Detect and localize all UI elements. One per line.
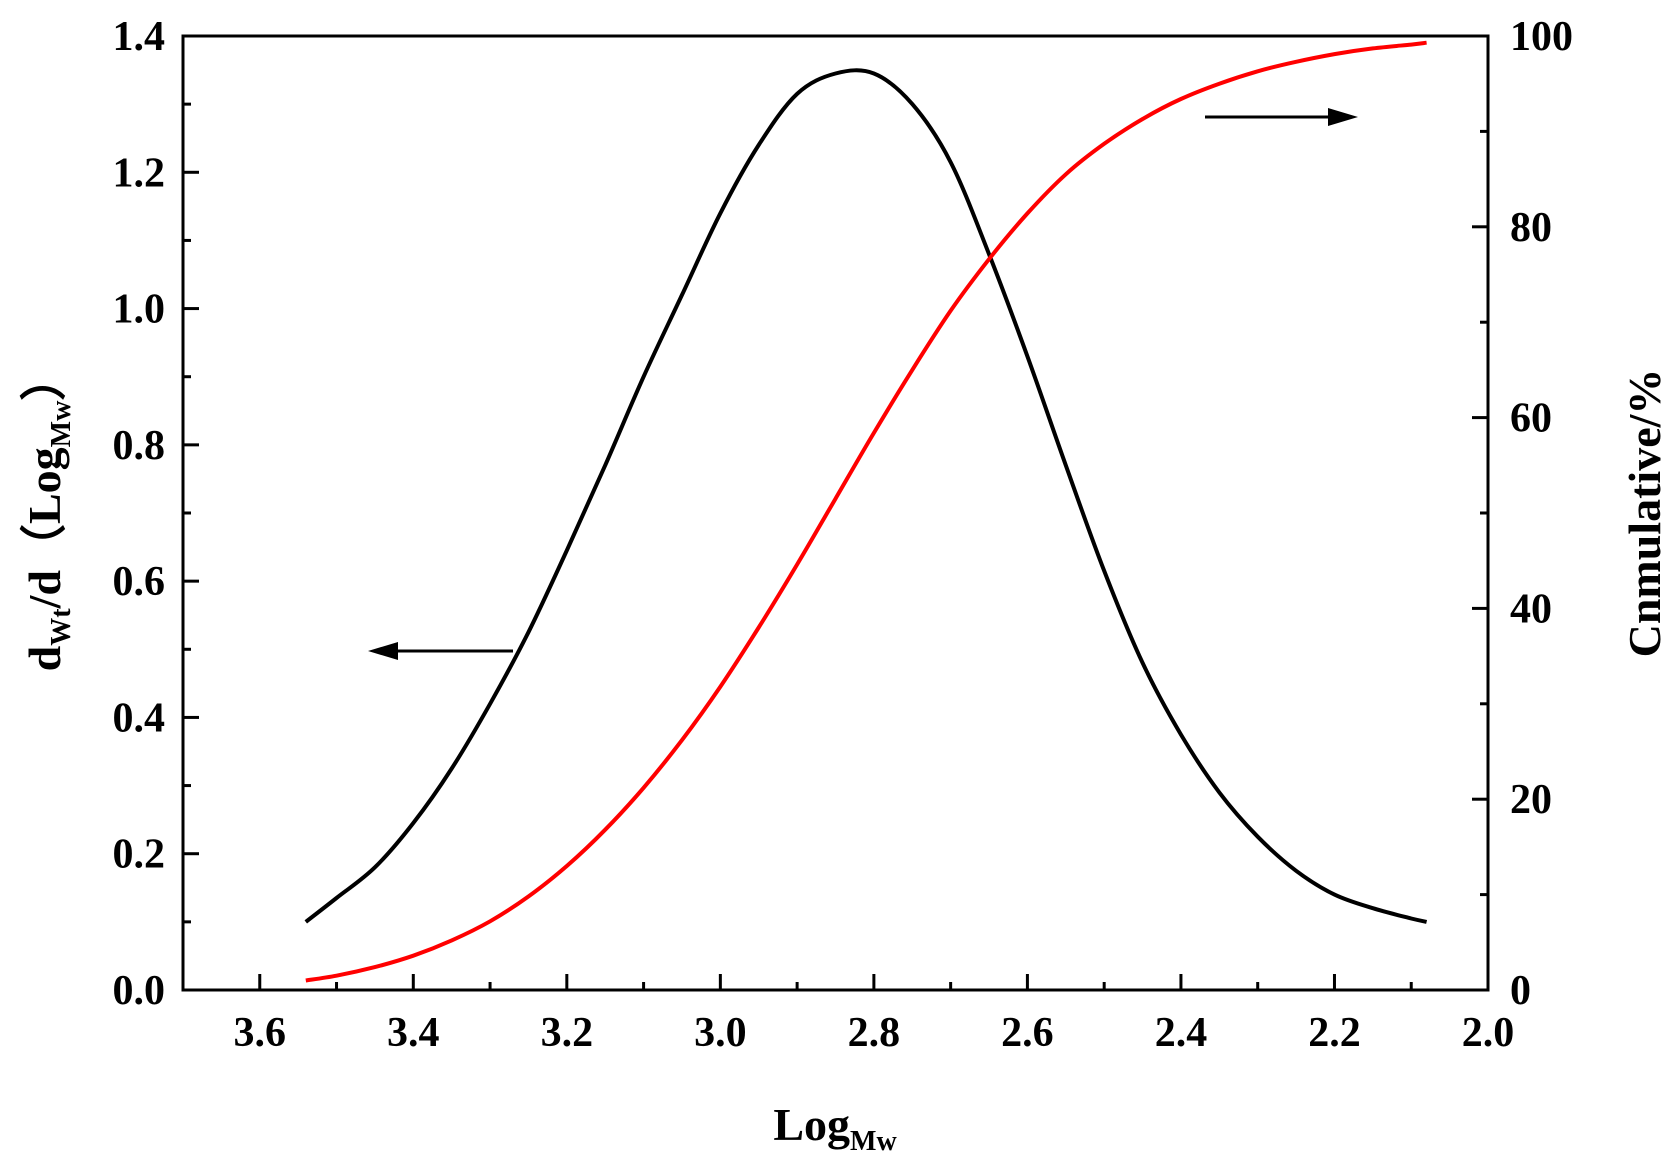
series-differential-curve xyxy=(304,68,1428,924)
y-left-axis-title: dWt/d（LogMw） xyxy=(19,355,77,672)
y-left-tick-label: 1.2 xyxy=(113,150,166,196)
y-left-tick-label: 0.2 xyxy=(113,832,166,878)
y-right-tick-label: 20 xyxy=(1510,777,1552,823)
x-tick-label: 3.2 xyxy=(541,1010,594,1056)
y-right-tick-label: 0 xyxy=(1510,968,1531,1014)
series-cumulative-curve xyxy=(305,40,1427,983)
right-arrow-annotation xyxy=(1205,108,1358,126)
y-left-tick-label: 1.4 xyxy=(113,14,166,60)
y-left-tick-label: 0.8 xyxy=(113,423,166,469)
x-tick-label: 2.6 xyxy=(1001,1010,1054,1056)
x-axis-title: LogMw xyxy=(773,1099,897,1157)
ticks xyxy=(181,34,1490,992)
plot-frame xyxy=(181,34,1490,992)
x-tick-label: 2.2 xyxy=(1308,1010,1361,1056)
y-left-tick-label: 0.0 xyxy=(113,968,166,1014)
x-tick-label: 3.6 xyxy=(234,1010,287,1056)
x-tick-label: 2.4 xyxy=(1155,1010,1208,1056)
x-tick-label: 3.4 xyxy=(387,1010,440,1056)
y-left-tick-label: 1.0 xyxy=(113,287,166,333)
y-left-tick-label: 0.6 xyxy=(113,559,166,605)
y-right-tick-label: 40 xyxy=(1510,586,1552,632)
x-tick-label: 2.8 xyxy=(848,1010,901,1056)
y-left-tick-label: 0.4 xyxy=(113,695,166,741)
y-right-tick-label: 80 xyxy=(1510,205,1552,251)
left-arrow-annotation xyxy=(368,642,513,660)
x-tick-label: 2.0 xyxy=(1462,1010,1515,1056)
tick-labels: 3.6 3.4 3.2 3.0 2.8 2.6 2.4 2.2 2.0 0.0 0.2 0.4 0.6 0… xyxy=(113,14,1574,1056)
y-right-tick-label: 100 xyxy=(1510,14,1573,60)
x-tick-label: 3.0 xyxy=(694,1010,747,1056)
y-right-tick-label: 60 xyxy=(1510,396,1552,442)
y-right-axis-title: Cnmulative/% xyxy=(1619,369,1670,658)
